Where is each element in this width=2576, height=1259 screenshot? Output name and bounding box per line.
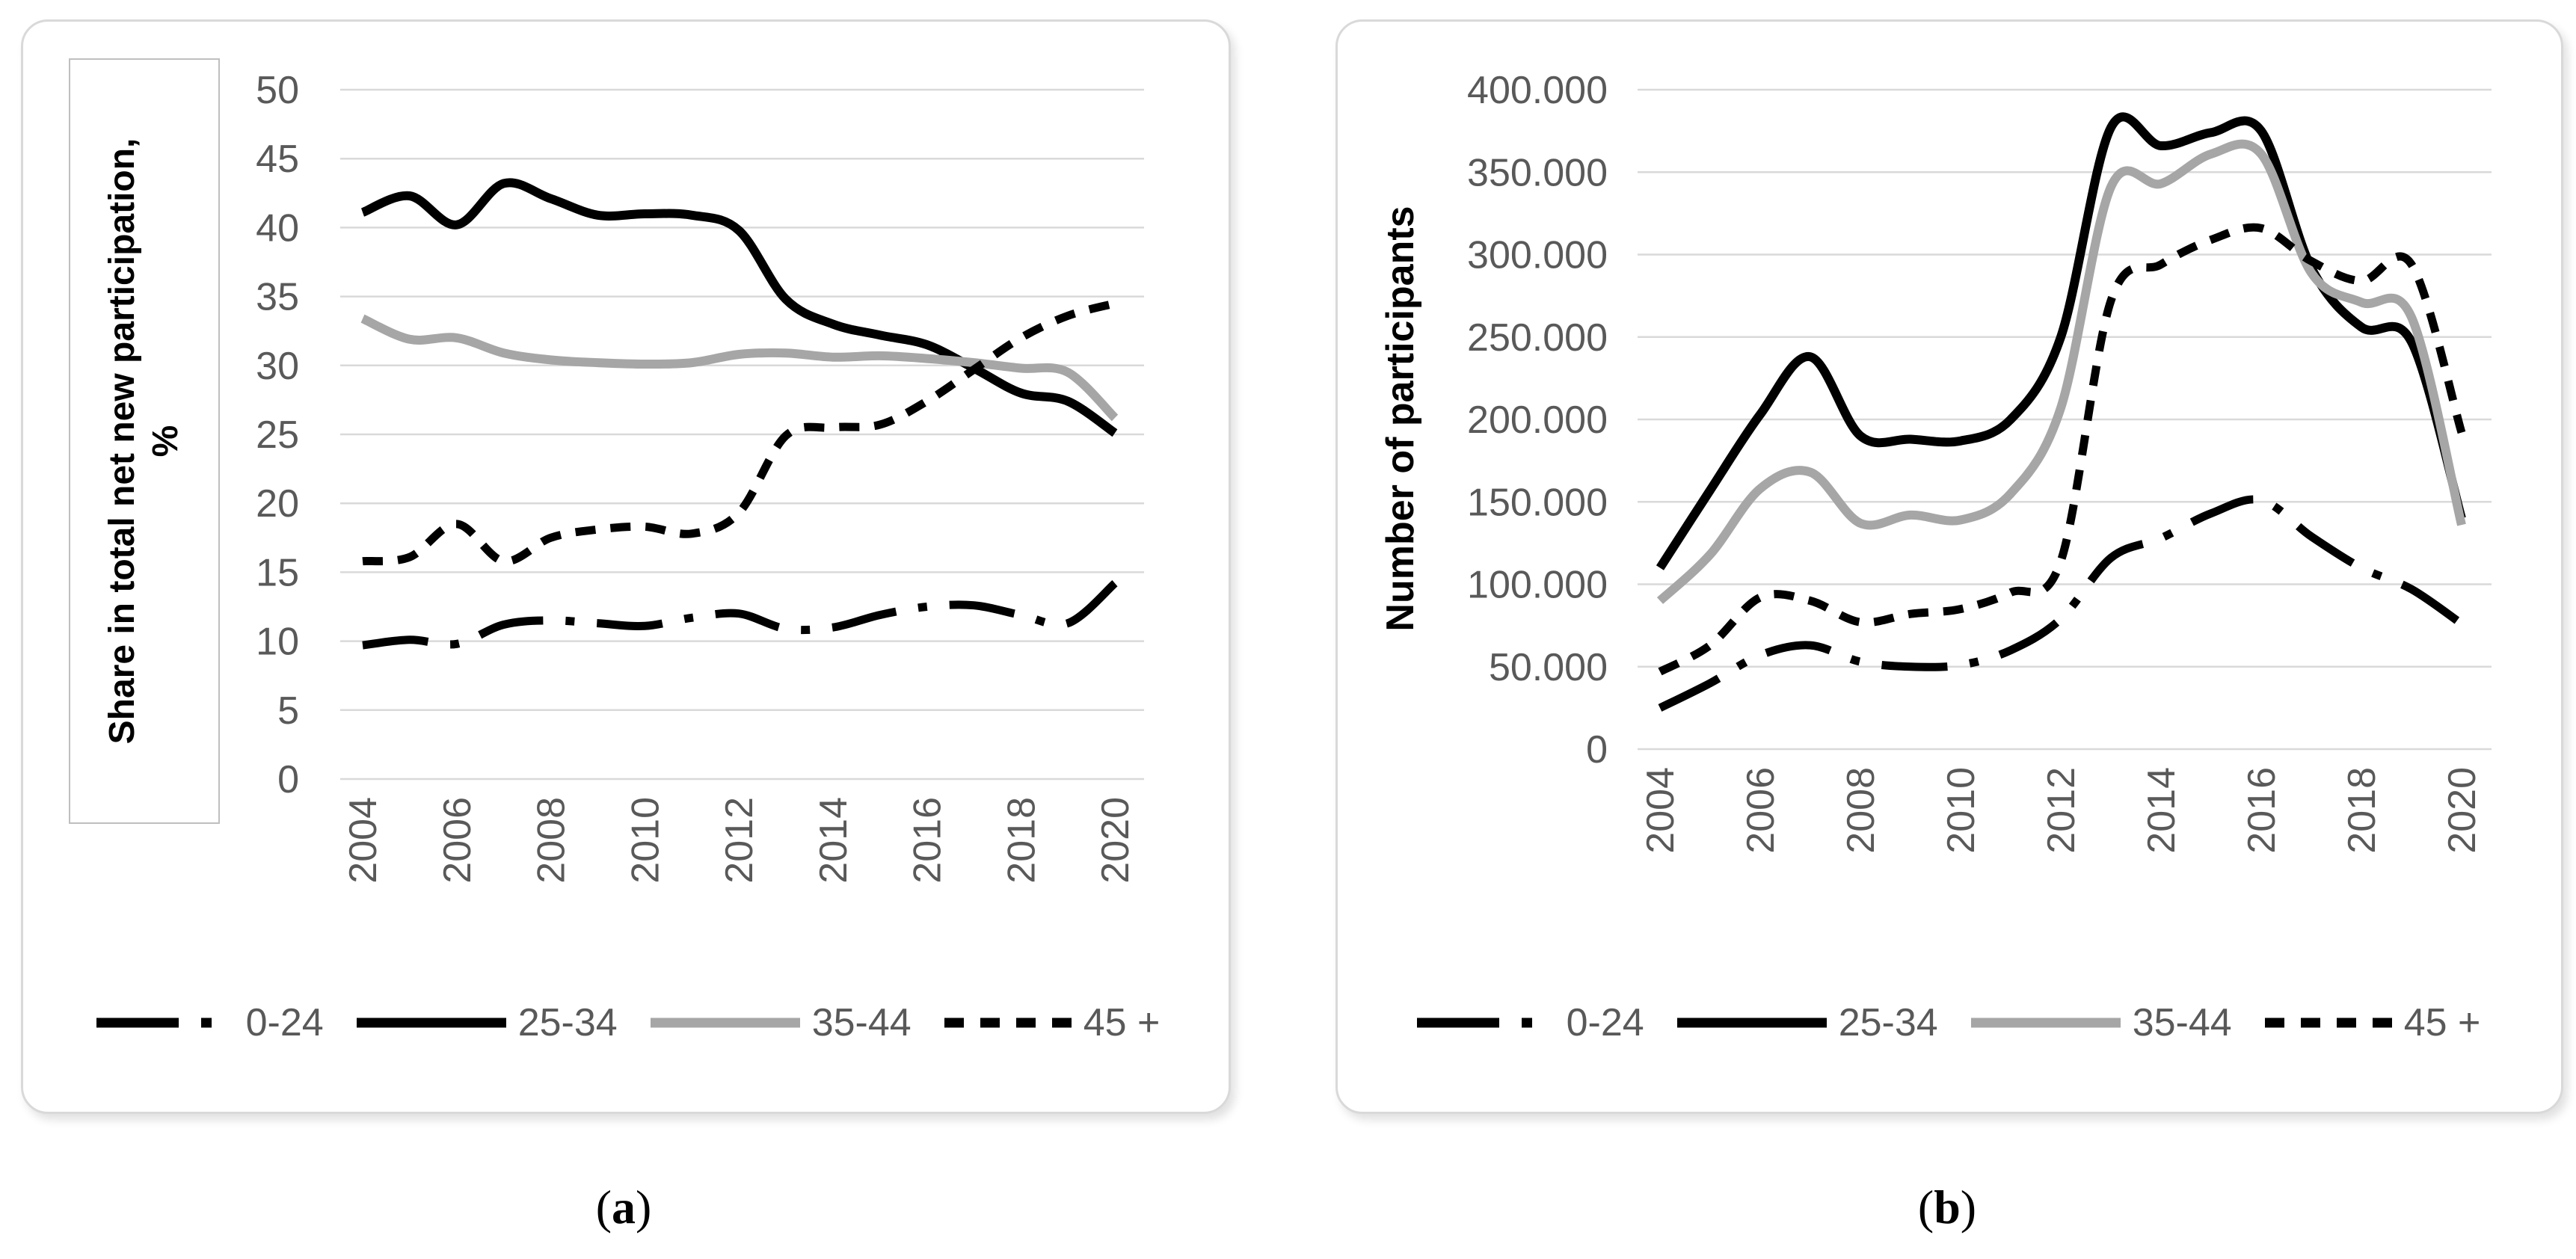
- legend-a: 0-24 25-34 35-44 45 +: [45, 985, 1211, 1060]
- y-tick-label: 10: [256, 621, 299, 664]
- y-axis-title-box-a: Share in total net new participation, %: [69, 58, 220, 824]
- caption-a-open: (: [595, 1180, 612, 1234]
- x-tick-label: 2016: [906, 797, 950, 884]
- x-tick-label: 2006: [436, 797, 479, 884]
- caption-b: (b): [1335, 1180, 2559, 1235]
- y-tick-label: 15: [256, 551, 299, 594]
- legend-item: 25-34: [356, 1000, 618, 1045]
- series-line-25-34: [1656, 112, 2466, 570]
- legend-item: 35-44: [1970, 1000, 2232, 1045]
- y-tick-label: 5: [277, 689, 299, 733]
- caption-a-close: ): [636, 1180, 652, 1234]
- y-tick-label: 30: [256, 345, 299, 388]
- legend-item: 0-24: [1416, 1000, 1644, 1045]
- series-line-0-24: [362, 580, 1118, 650]
- panel-b: [1335, 19, 2563, 1114]
- y-tick-label: 250.000: [1467, 316, 1608, 360]
- legend-item: 45 +: [2264, 1000, 2481, 1045]
- caption-a: (a): [21, 1180, 1226, 1235]
- y-tick-label: 400.000: [1467, 69, 1608, 112]
- legend-line-sample-icon: [2264, 1018, 2392, 1028]
- x-tick-label: 2012: [2040, 767, 2083, 854]
- legend-item: 35-44: [650, 1000, 912, 1045]
- caption-a-letter: a: [612, 1180, 636, 1234]
- y-tick-label: 100.000: [1467, 564, 1608, 607]
- x-tick-label: 2020: [2441, 767, 2484, 854]
- legend-line-sample-icon: [356, 1018, 506, 1028]
- y-tick-label: 45: [256, 138, 299, 181]
- caption-b-open: (: [1917, 1180, 1934, 1234]
- legend-line-sample-icon: [1676, 1018, 1827, 1028]
- legend-b: 0-24 25-34 35-44 45 +: [1358, 985, 2539, 1060]
- y-tick-label: 20: [256, 482, 299, 526]
- x-tick-label: 2020: [1094, 797, 1137, 884]
- x-tick-label: 2004: [1639, 767, 1682, 854]
- x-tick-label: 2018: [2340, 767, 2384, 854]
- y-tick-label: 25: [256, 413, 299, 457]
- series-line-35-44: [1656, 139, 2466, 604]
- x-tick-label: 2018: [1000, 797, 1043, 884]
- y-tick-label: 0: [277, 758, 299, 801]
- y-tick-label: 350.000: [1467, 151, 1608, 194]
- y-tick-label: 150.000: [1467, 481, 1608, 524]
- x-tick-label: 2008: [1839, 767, 1883, 854]
- y-tick-label: 0: [1586, 728, 1608, 772]
- x-tick-label: 2004: [342, 797, 385, 884]
- x-tick-label: 2006: [1739, 767, 1783, 854]
- legend-label: 45 +: [2403, 1001, 2481, 1044]
- legend-item: 25-34: [1676, 1000, 1938, 1045]
- series-line-25-34: [360, 178, 1118, 437]
- y-tick-label: 200.000: [1467, 398, 1608, 442]
- legend-line-sample-icon: [944, 1018, 1072, 1028]
- legend-label: 45 +: [1083, 1001, 1161, 1044]
- x-tick-label: 2008: [530, 797, 574, 884]
- series-line-0-24: [1658, 495, 2465, 712]
- y-tick-label: 50: [256, 69, 299, 112]
- series-line-45+: [1658, 223, 2466, 676]
- x-tick-label: 2014: [2140, 767, 2183, 854]
- legend-line-sample-icon: [1416, 1018, 1555, 1028]
- y-tick-label: 35: [256, 276, 299, 319]
- x-tick-label: 2016: [2240, 767, 2284, 854]
- legend-line-sample-icon: [96, 1018, 234, 1028]
- panel-a: [21, 19, 1231, 1114]
- legend-line-sample-icon: [650, 1018, 800, 1028]
- x-tick-label: 2014: [812, 797, 855, 884]
- legend-item: 0-24: [96, 1000, 324, 1045]
- x-tick-label: 2010: [1940, 767, 1983, 854]
- legend-label: 0-24: [245, 1001, 324, 1044]
- x-tick-label: 2010: [624, 797, 667, 884]
- y-tick-label: 300.000: [1467, 234, 1608, 277]
- legend-label: 35-44: [811, 1001, 912, 1044]
- series-line-35-44: [360, 314, 1119, 422]
- legend-line-sample-icon: [1970, 1018, 2121, 1028]
- legend-label: 35-44: [2132, 1001, 2232, 1044]
- legend-label: 25-34: [1838, 1001, 1938, 1044]
- legend-label: 25-34: [517, 1001, 618, 1044]
- legend-label: 0-24: [1566, 1001, 1644, 1044]
- caption-b-letter: b: [1934, 1180, 1961, 1234]
- legend-item: 45 +: [944, 1000, 1161, 1045]
- y-tick-label: 40: [256, 206, 299, 250]
- caption-b-close: ): [1960, 1180, 1977, 1234]
- x-tick-label: 2012: [718, 797, 761, 884]
- y-tick-label: 50.000: [1489, 646, 1608, 689]
- series-line-45+: [362, 299, 1116, 566]
